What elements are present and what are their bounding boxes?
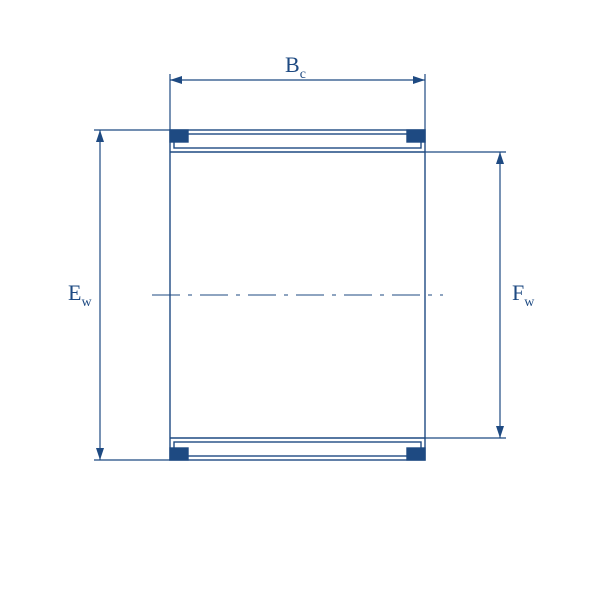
dim-label-bc: Bc (285, 52, 306, 82)
dim-label-ew: Ew (68, 280, 92, 310)
dim-label-fw: Fw (512, 280, 535, 310)
bearing-diagram: Bc Ew Fw (0, 0, 600, 600)
